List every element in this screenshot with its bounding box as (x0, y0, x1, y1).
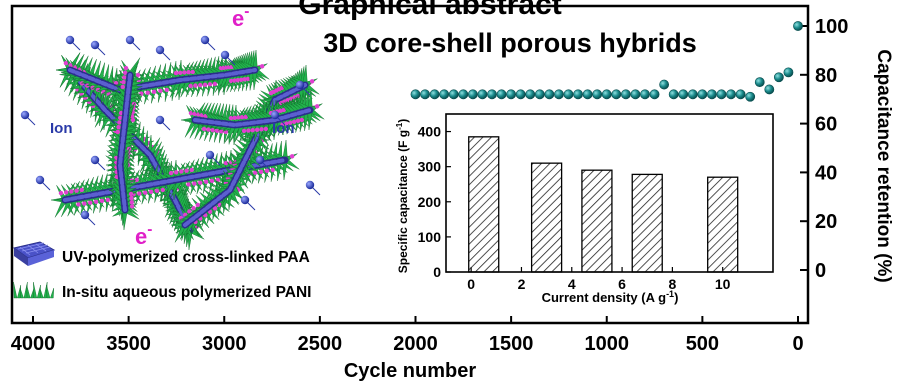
legend-label-pani: In-situ aqueous polymerized PANI (62, 284, 311, 301)
inset-bar (530, 162, 563, 273)
retention-point (467, 89, 478, 100)
x-tick-label: 1500 (489, 333, 534, 355)
retention-point (496, 89, 507, 100)
inset-y-axis-label: Specific capacitance (F g-1) (395, 119, 410, 274)
retention-point (544, 89, 555, 100)
retention-point (534, 89, 545, 100)
retention-point (620, 89, 631, 100)
retention-series (410, 21, 803, 102)
inset-x-tick-label: 8 (668, 276, 676, 292)
retention-point (649, 89, 660, 100)
y-axis-label: Capacitance retention (%) (873, 49, 894, 282)
main-y-axis: 0 20 40 60 80 100 (800, 16, 848, 282)
x-tick-label: 0 (792, 333, 803, 355)
retention-point (506, 89, 517, 100)
inset-x-axis: 0 2 4 6 8 10 (467, 267, 731, 292)
x-tick-label: 3500 (106, 333, 151, 355)
retention-point (573, 89, 583, 100)
ion-label: Ion (50, 120, 73, 137)
core-shell-hybrid-illustration: e-e- Ion Ion (20, 3, 325, 251)
retention-point (668, 89, 679, 100)
inset-y-tick-label: 200 (418, 194, 442, 210)
retention-point (716, 89, 727, 100)
x-axis-label: Cycle number (344, 360, 476, 382)
y-tick-label: 100 (815, 16, 848, 38)
page-title: Graphical abstract (298, 0, 561, 21)
x-tick-label: 3000 (202, 333, 247, 355)
inset-y-tick-label: 300 (418, 159, 442, 175)
retention-point (515, 89, 526, 100)
electron-label: e- (232, 3, 249, 31)
retention-point (601, 89, 612, 100)
inset-bar (707, 176, 739, 273)
electron-label: e- (135, 221, 152, 249)
inset-y-tick-label: 0 (433, 264, 441, 280)
retention-point (611, 89, 622, 100)
retention-point (745, 91, 756, 102)
inset-bar (631, 173, 663, 273)
inset-x-tick-label: 0 (467, 276, 475, 292)
retention-point (754, 77, 765, 88)
retention-point (429, 89, 440, 100)
retention-point (525, 89, 536, 100)
inset-x-tick-label: 10 (715, 276, 731, 292)
legend-label-paa: UV-polymerized cross-linked PAA (62, 249, 310, 266)
retention-point (773, 72, 784, 83)
retention-point (410, 89, 421, 100)
retention-point (487, 89, 497, 100)
retention-point (783, 67, 794, 78)
y-tick-label: 20 (815, 211, 837, 233)
inset-bars (468, 136, 739, 273)
retention-point (554, 89, 564, 100)
retention-point (448, 89, 459, 100)
retention-point (764, 84, 775, 95)
inset-x-tick-label: 2 (518, 276, 526, 292)
x-tick-label: 2000 (393, 333, 438, 355)
retention-point (697, 89, 708, 100)
paa-swatch-icon (12, 241, 56, 266)
inset-bar (581, 169, 613, 273)
inset-x-axis-label: Current density (A g-1) (542, 289, 679, 305)
inset-x-tick-label: 4 (568, 276, 576, 292)
chart-title: 3D core-shell porous hybrids (323, 28, 697, 58)
retention-point (563, 89, 574, 100)
pani-swatch-icon (13, 281, 54, 299)
inset-x-tick-label: 6 (618, 276, 626, 292)
retention-point (592, 89, 603, 100)
retention-point (735, 89, 746, 100)
x-tick-label: 500 (686, 333, 719, 355)
y-tick-label: 80 (815, 65, 837, 87)
y-tick-label: 0 (815, 260, 826, 282)
y-tick-label: 60 (815, 114, 837, 136)
retention-point (793, 21, 803, 31)
retention-point (458, 89, 469, 100)
main-x-axis: 4000 3500 3000 2500 2000 1500 1000 500 0 (11, 316, 804, 355)
main-plot-frame (10, 4, 810, 325)
retention-point (659, 79, 670, 90)
retention-point (477, 89, 488, 100)
x-tick-label: 2500 (298, 333, 343, 355)
ion-label: Ion (272, 120, 295, 137)
inset-y-tick-label: 400 (418, 124, 442, 140)
retention-point (707, 89, 717, 100)
retention-point (439, 89, 450, 100)
y-tick-label: 40 (815, 162, 837, 184)
inset-bar (468, 136, 500, 273)
inset-y-axis: 0 100 200 300 400 (418, 124, 451, 280)
retention-point (726, 89, 736, 100)
retention-point (678, 89, 689, 100)
legend: UV-polymerized cross-linked PAA In-situ … (12, 241, 311, 301)
retention-point (640, 89, 650, 100)
retention-point (687, 89, 698, 100)
x-tick-label: 4000 (11, 333, 56, 355)
retention-point (630, 89, 641, 100)
inset-bar-chart: 0 100 200 300 400 0 2 4 6 8 10 Current density (A… (395, 113, 774, 305)
retention-point (582, 89, 593, 100)
inset-y-tick-label: 100 (418, 229, 442, 245)
retention-point (420, 89, 430, 100)
x-tick-label: 1000 (585, 333, 630, 355)
